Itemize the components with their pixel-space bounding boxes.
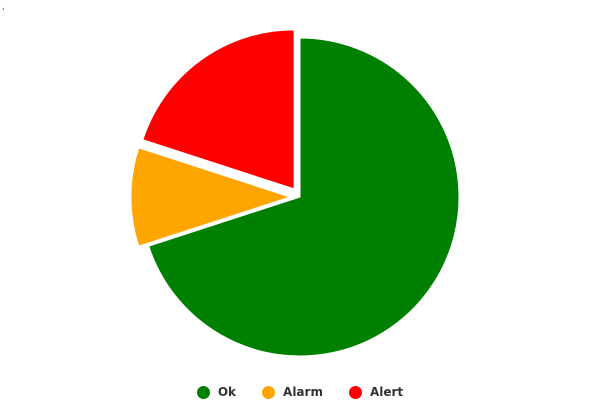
pie-slice-alert[interactable] bbox=[142, 29, 295, 190]
legend-item-alert[interactable]: Alert bbox=[348, 385, 404, 399]
corner-mark: ¸ bbox=[1, 1, 6, 11]
legend-label-ok: Ok bbox=[217, 385, 237, 399]
legend-label-alert: Alert bbox=[369, 385, 404, 399]
pie-slice-alarm[interactable] bbox=[130, 147, 291, 247]
legend-label-alarm: Alarm bbox=[283, 385, 323, 399]
legend-item-alarm[interactable]: Alarm bbox=[262, 385, 323, 399]
legend-swatch-alert bbox=[348, 385, 362, 399]
pie-slice-ok[interactable] bbox=[148, 37, 460, 357]
pie-svg bbox=[130, 29, 460, 357]
legend-item-ok[interactable]: Ok bbox=[196, 385, 237, 399]
legend-swatch-alarm bbox=[262, 385, 276, 399]
chart-legend: Ok Alarm Alert bbox=[0, 382, 600, 402]
legend-swatch-ok bbox=[196, 385, 210, 399]
